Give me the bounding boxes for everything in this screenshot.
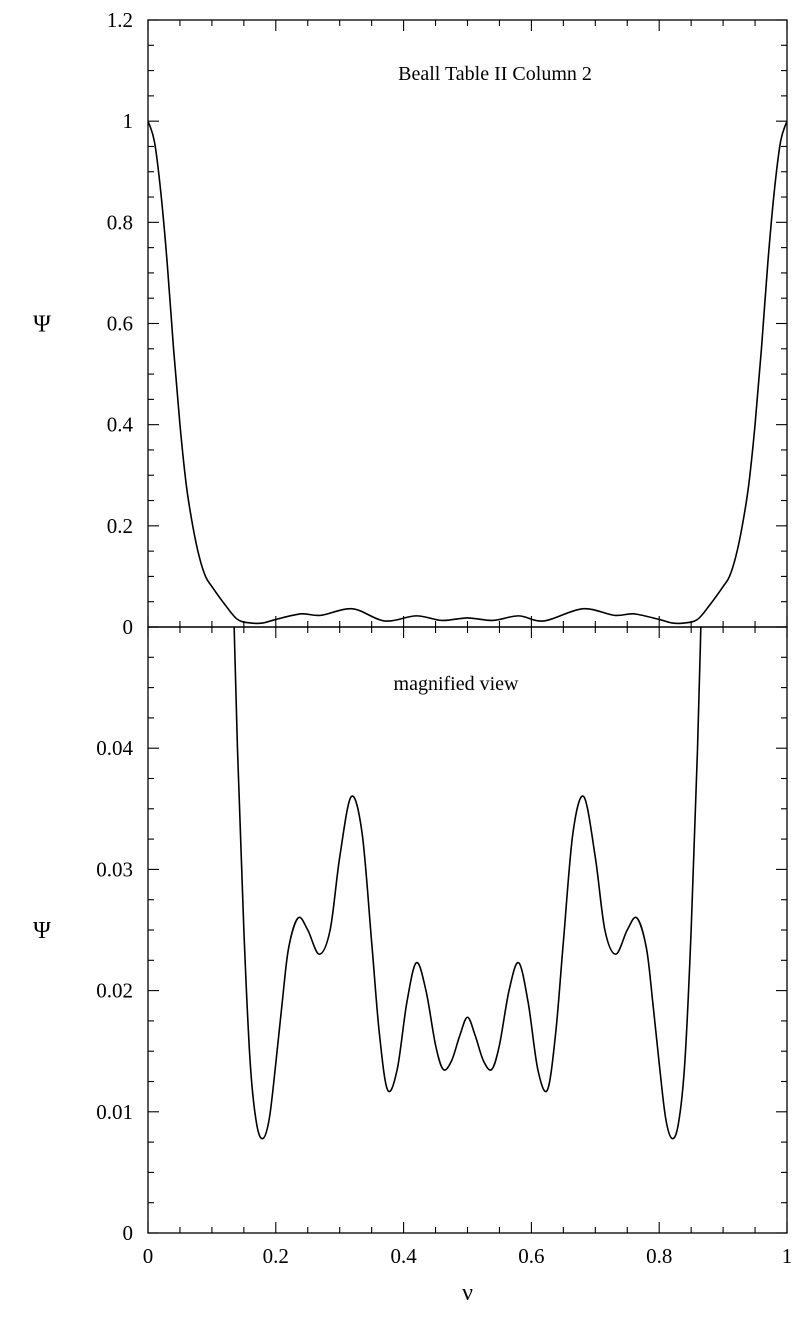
top-annotation: Beall Table II Column 2 [398,63,592,85]
y-tick-label: 0.8 [107,210,133,234]
y-tick-label: 0.04 [96,736,133,760]
y-tick-label: 0 [123,1221,134,1245]
y-tick-label: 0 [123,615,134,639]
bottom-annotation: magnified view [394,673,520,695]
x-tick-label: 0.2 [263,1244,289,1268]
bottom-panel: 0 0.01 0.02 0.03 0.04 0 0.2 0.4 0.6 0.8 1 magnifie… [33,626,792,1306]
x-tick-label: 0 [143,1244,154,1268]
y-tick-label: 0.2 [107,514,133,538]
y-tick-label: 1.2 [107,8,133,32]
x-tick-label: 0.4 [390,1244,417,1268]
bottom-ticks [147,626,788,1234]
top-ticks [147,19,788,628]
top-tick-labels: 0 0.2 0.4 0.6 0.8 1 1.2 [107,8,134,639]
top-y-axis-label: Ψ [33,312,51,338]
y-tick-label: 0.02 [96,979,133,1003]
bottom-series-line [233,627,702,1140]
y-tick-label: 0.4 [107,413,134,437]
x-tick-label: 1 [782,1244,793,1268]
top-plot-frame [147,19,788,628]
x-tick-label: 0.6 [518,1244,544,1268]
top-panel: 0 0.2 0.4 0.6 0.8 1 1.2 Beall Table II Column … [33,8,788,639]
y-tick-label: 0.6 [107,312,133,336]
bottom-tick-labels: 0 0.01 0.02 0.03 0.04 0 0.2 0.4 0.6 0.8 1 [96,736,792,1268]
x-axis-label: ν [462,1280,473,1306]
x-tick-label: 0.8 [646,1244,672,1268]
top-series-line [148,120,787,625]
y-tick-label: 0.01 [96,1100,133,1124]
y-tick-label: 1 [123,109,134,133]
y-tick-label: 0.03 [96,857,133,881]
bottom-y-axis-label: Ψ [33,918,51,944]
